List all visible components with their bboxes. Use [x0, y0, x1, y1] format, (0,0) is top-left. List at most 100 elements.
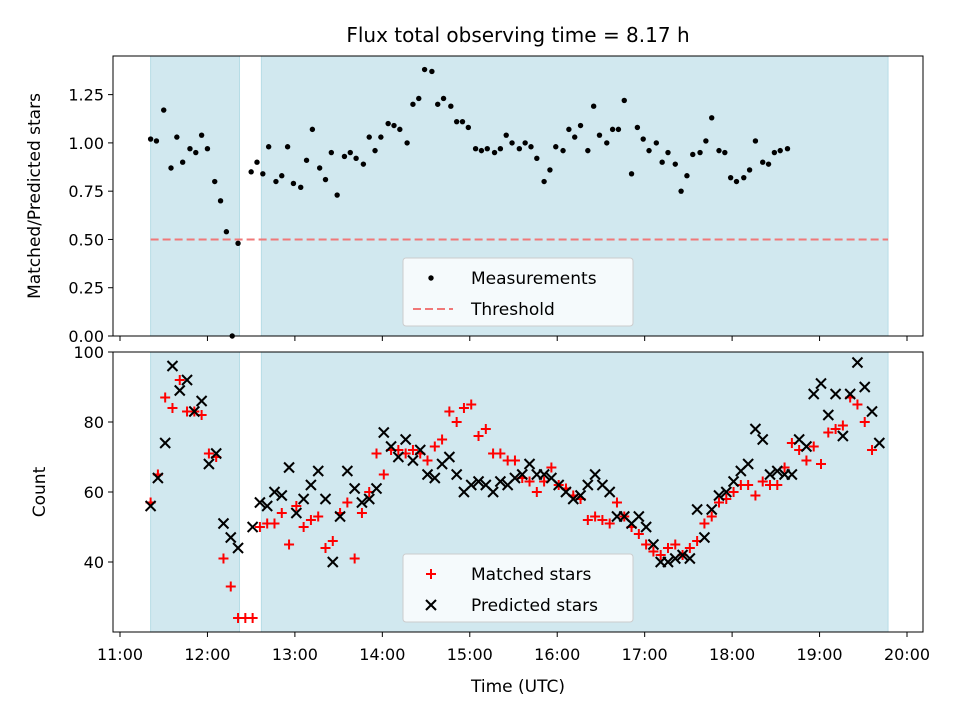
cross-b [837, 430, 849, 442]
measurement-point [303, 157, 310, 163]
predicted-stars-point [808, 388, 820, 400]
matched-stars-point [597, 515, 608, 525]
measurement-point [429, 68, 435, 75]
predicted-stars-point [181, 374, 193, 386]
legend-swatch-measurements [428, 275, 434, 281]
x-tick-label: 20:00 [884, 645, 930, 664]
predicted-stars-point [582, 479, 594, 491]
measurement-point [646, 147, 652, 154]
cross-b [698, 531, 711, 544]
cross-b [574, 489, 587, 502]
measurement-point [421, 66, 428, 73]
cross-b [370, 482, 383, 495]
measurement-point [634, 124, 641, 131]
measurement-point [360, 161, 367, 167]
predicted-stars-point [174, 384, 186, 397]
matched-stars-point [633, 529, 644, 539]
legend-label: Predicted stars [471, 596, 598, 616]
matched-stars-point [327, 536, 338, 546]
matched-stars-point [757, 476, 768, 487]
measurement-point [223, 229, 230, 235]
measurement-point [752, 138, 759, 144]
matched-stars-point [444, 406, 455, 417]
measurement-point [334, 192, 340, 198]
measurement-point [347, 149, 353, 156]
matched-stars-point [823, 427, 834, 438]
measurement-point [174, 134, 180, 140]
cross-b [399, 433, 412, 446]
measurement-point [621, 97, 627, 104]
matched-stars-point [305, 515, 316, 525]
matched-stars-point [451, 417, 462, 427]
measurement-point [585, 147, 591, 154]
legend-label: Measurements [471, 269, 597, 289]
measurement-point [690, 151, 696, 158]
measurement-point [678, 188, 684, 194]
predicted-stars-point [305, 479, 317, 491]
measurement-point [577, 122, 584, 129]
chart-title: Flux total observing time = 8.17 h [346, 23, 689, 47]
cross-b [378, 426, 390, 439]
cross-b [523, 458, 536, 470]
measurement-point [628, 171, 635, 177]
cross-b [684, 552, 696, 565]
y-tick-label: 1.25 [68, 86, 104, 105]
measurement-point [609, 126, 616, 133]
predicted-stars-point [392, 451, 405, 463]
cross-b [771, 465, 783, 477]
cross-b [800, 440, 813, 453]
predicted-stars-point [873, 437, 886, 449]
x-tick-label: 15:00 [447, 645, 493, 664]
predicted-stars-point [225, 531, 237, 544]
matched-stars-point [706, 511, 717, 522]
matched-stars-point [429, 441, 440, 452]
cross-b [312, 465, 324, 477]
matched-stars-point [342, 497, 353, 508]
measurement-point [733, 178, 740, 185]
predicted-stars-point [166, 360, 179, 372]
predicted-stars-point [195, 395, 208, 407]
predicted-stars-point [159, 437, 171, 449]
x-tick-label: 11:00 [97, 645, 143, 664]
measurement-point [316, 165, 323, 171]
measurement-point [290, 180, 297, 187]
cross-b [246, 521, 259, 533]
measurement-point [397, 126, 403, 133]
cross-b [494, 475, 507, 488]
legend-swatch-predicted [425, 599, 437, 611]
measurement-point [198, 132, 205, 138]
x-tick-label: 18:00 [709, 645, 755, 664]
cross-b [851, 356, 864, 369]
cross-b [217, 517, 230, 530]
cross-b [334, 510, 346, 523]
measurement-point [771, 149, 778, 156]
matched-stars-point [662, 543, 673, 553]
measurement-point [217, 198, 224, 204]
predicted-stars-point [800, 440, 813, 453]
predicted-stars-point [516, 468, 528, 481]
measurement-point [353, 155, 359, 162]
predicted-stars-point [749, 423, 762, 435]
measurement-point [193, 149, 199, 156]
matched-stars-point [203, 448, 214, 459]
predicted-stars-point [312, 465, 324, 477]
predicted-stars-point [662, 556, 674, 568]
measurement-point [328, 149, 335, 156]
cross-b [582, 479, 594, 491]
measurement-point [516, 145, 523, 152]
predicted-stars-point [465, 479, 477, 491]
x-tick-label: 19:00 [797, 645, 843, 664]
measurement-point [765, 161, 772, 167]
measurement-point [298, 184, 304, 191]
cross-b [421, 468, 434, 481]
measurement-point [416, 95, 422, 102]
predicted-stars-point [684, 552, 696, 565]
predicted-stars-point [494, 475, 507, 488]
predicted-stars-point [334, 510, 346, 523]
predicted-stars-point [188, 405, 201, 418]
predicted-stars-point [290, 507, 303, 519]
matched-stars-point [728, 487, 739, 497]
measurement-point [509, 140, 515, 146]
measurement-point [528, 144, 534, 150]
matched-stars-point [371, 448, 382, 459]
